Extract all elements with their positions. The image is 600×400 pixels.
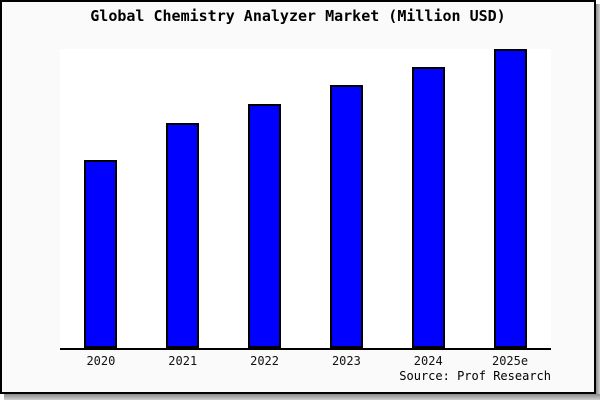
source-credit: Source: Prof Research [399, 369, 551, 383]
x-axis-label-2025e: 2025e [491, 354, 529, 368]
bar-slot [60, 49, 142, 348]
x-axis-label-2021: 2021 [168, 354, 198, 368]
bar-2023 [329, 85, 363, 348]
bar-2025e [493, 49, 527, 348]
x-axis-label-2024: 2024 [413, 354, 443, 368]
bar-slot [305, 49, 387, 348]
bar-2022 [248, 104, 282, 348]
bar-2021 [166, 123, 200, 348]
bar-slot [224, 49, 306, 348]
plot-area [60, 49, 551, 350]
bar-2024 [411, 67, 445, 348]
bar-slot [387, 49, 469, 348]
x-axis-label-2022: 2022 [250, 354, 280, 368]
chart-title: Global Chemistry Analyzer Market (Millio… [90, 7, 506, 25]
drop-shadow-bottom [4, 394, 600, 400]
x-axis-labels: 2020 2021 2022 2023 2024 2025e [60, 354, 551, 368]
drop-shadow-right [596, 4, 600, 394]
x-axis-label-2023: 2023 [331, 354, 361, 368]
bar-slot [142, 49, 224, 348]
x-axis-label-2020: 2020 [86, 354, 116, 368]
bar-series [60, 49, 551, 348]
bar-slot [469, 49, 551, 348]
bar-2020 [84, 160, 118, 348]
